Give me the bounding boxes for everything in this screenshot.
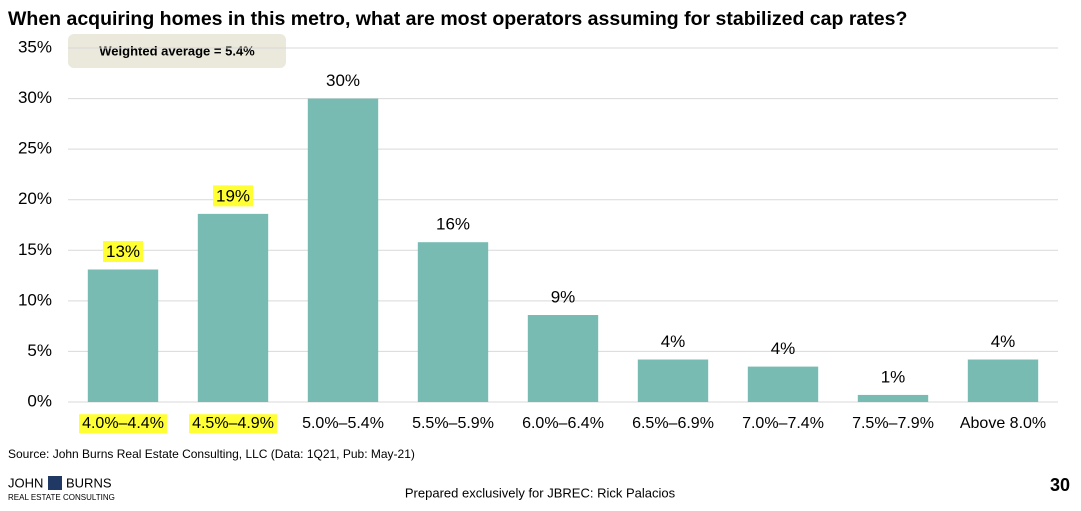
x-tick-label: 5.0%–5.4% — [302, 415, 384, 432]
category-highlight — [79, 414, 167, 434]
bar — [857, 394, 929, 402]
data-label: 4% — [661, 332, 686, 351]
annotation: Weighted average = 5.4% — [99, 43, 255, 58]
y-tick-label: 10% — [18, 290, 52, 309]
bar — [747, 366, 819, 402]
chart-title: When acquiring homes in this metro, what… — [8, 8, 907, 30]
x-tick-label: 6.0%–6.4% — [522, 415, 604, 432]
data-label: 16% — [436, 215, 470, 234]
bar — [197, 213, 269, 402]
bar — [967, 359, 1039, 402]
logo-tagline: REAL ESTATE CONSULTING — [8, 493, 115, 502]
data-label: 13% — [106, 242, 140, 261]
x-tick-label: 4.0%–4.4% — [82, 415, 164, 432]
y-tick-label: 0% — [27, 391, 52, 410]
y-tick-label: 5% — [27, 341, 52, 360]
bar — [87, 269, 159, 402]
label-highlight — [102, 240, 144, 262]
data-label: 1% — [881, 367, 906, 386]
logo-icon — [48, 476, 62, 490]
y-tick-label: 35% — [18, 37, 52, 56]
data-label: 9% — [551, 288, 576, 307]
data-label: 30% — [326, 71, 360, 90]
logo-second: BURNS — [66, 475, 112, 490]
x-tick-label: Above 8.0% — [960, 415, 1046, 432]
bar — [637, 359, 709, 402]
footer-text: Prepared exclusively for JBREC: Rick Pal… — [405, 485, 676, 500]
bar — [527, 315, 599, 402]
category-highlight — [189, 414, 277, 434]
label-highlight — [212, 185, 254, 207]
data-label: 19% — [216, 186, 250, 205]
y-tick-label: 30% — [18, 88, 52, 107]
y-tick-label: 25% — [18, 139, 52, 158]
x-tick-label: 7.5%–7.9% — [852, 415, 934, 432]
y-tick-label: 20% — [18, 189, 52, 208]
data-label: 4% — [991, 332, 1016, 351]
source: Source: John Burns Real Estate Consultin… — [8, 447, 415, 461]
x-tick-label: 6.5%–6.9% — [632, 415, 714, 432]
bar — [307, 98, 379, 403]
logo-first: JOHN — [8, 475, 43, 490]
annotation-box — [68, 34, 286, 68]
bar — [417, 242, 489, 402]
x-tick-label: 4.5%–4.9% — [192, 415, 274, 432]
x-tick-label: 7.0%–7.4% — [742, 415, 824, 432]
x-tick-label: 5.5%–5.9% — [412, 415, 494, 432]
page-number: 30 — [1050, 475, 1070, 495]
data-label: 4% — [771, 339, 796, 358]
y-tick-label: 15% — [18, 240, 52, 259]
